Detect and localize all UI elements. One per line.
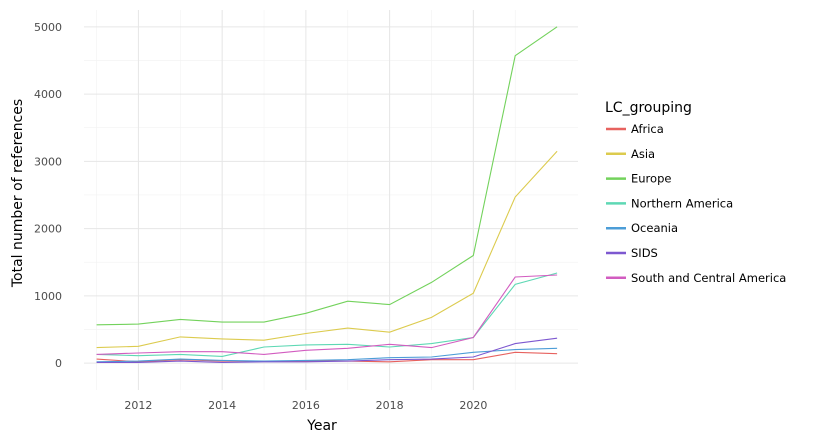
y-axis-title: Total number of references	[10, 99, 26, 288]
x-tick-label: 2016	[292, 399, 320, 412]
legend-label-asia: Asia	[631, 147, 655, 161]
series-lines	[96, 26, 558, 363]
x-axis-ticks: 2012 2014 2016 2018 2020	[124, 399, 487, 412]
x-axis-title: Year	[306, 418, 337, 434]
legend-items: Africa Asia Europe Northern America Oceania S…	[606, 122, 786, 285]
y-tick-label: 2000	[34, 223, 62, 236]
legend-label-sids: SIDS	[631, 246, 658, 260]
legend-title: LC_grouping	[605, 100, 692, 116]
y-tick-label: 3000	[34, 155, 62, 168]
legend-label-northern-america: Northern America	[631, 196, 733, 210]
x-tick-label: 2012	[124, 399, 152, 412]
series-line-oceania	[96, 347, 558, 363]
series-line-sids	[96, 337, 558, 363]
series-line-northern-america	[96, 272, 558, 357]
y-tick-label: 0	[55, 357, 62, 370]
y-axis-ticks: 0 1000 2000 3000 4000 5000	[34, 21, 62, 370]
legend-label-oceania: Oceania	[631, 221, 678, 235]
series-line-europe	[96, 26, 558, 326]
y-tick-label: 1000	[34, 290, 62, 303]
legend: LC_grouping Africa Asia Europe Northern Ame…	[605, 100, 786, 285]
y-tick-label: 5000	[34, 21, 62, 34]
legend-label-south-and-central-america: South and Central America	[631, 271, 786, 285]
x-tick-label: 2020	[459, 399, 487, 412]
x-tick-label: 2018	[376, 399, 404, 412]
series-line-south-and-central-america	[96, 274, 558, 355]
y-tick-label: 4000	[34, 88, 62, 101]
legend-label-africa: Africa	[631, 122, 664, 136]
x-tick-label: 2014	[208, 399, 236, 412]
grid	[84, 10, 578, 390]
legend-label-europe: Europe	[631, 172, 671, 186]
series-line-asia	[96, 150, 558, 349]
